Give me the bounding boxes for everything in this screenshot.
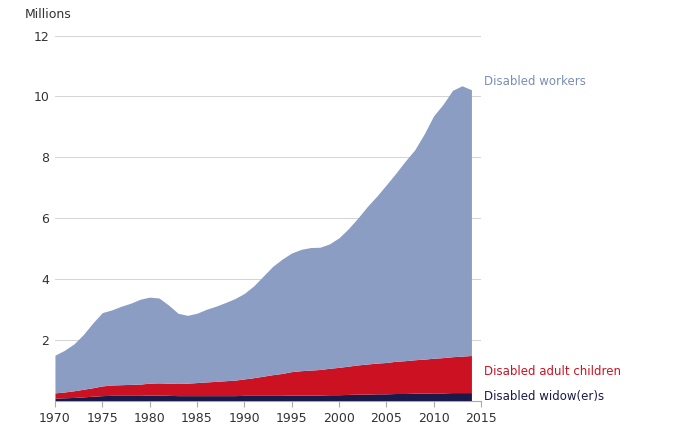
Text: Disabled adult children: Disabled adult children	[484, 365, 621, 378]
Text: Disabled widow(er)s: Disabled widow(er)s	[484, 390, 604, 403]
Text: Disabled workers: Disabled workers	[484, 75, 585, 88]
Text: Millions: Millions	[25, 8, 72, 21]
